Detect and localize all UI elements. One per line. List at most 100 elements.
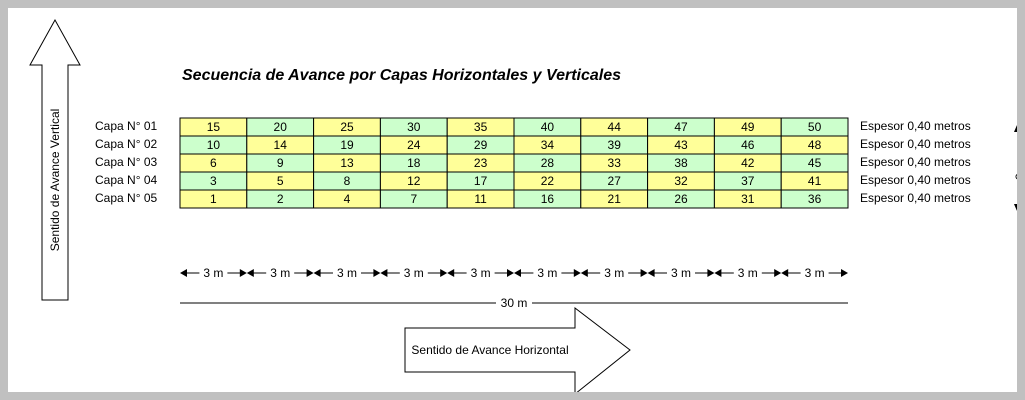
cell-value: 39 bbox=[608, 138, 622, 152]
segment-arrow bbox=[239, 269, 247, 277]
cell-value: 20 bbox=[274, 120, 288, 134]
cell-value: 32 bbox=[674, 174, 688, 188]
cell bbox=[780, 189, 849, 209]
segment-label-bg bbox=[399, 266, 428, 280]
segment-arrow bbox=[781, 269, 789, 277]
segment-arrow bbox=[841, 269, 848, 277]
cell-value: 22 bbox=[541, 174, 555, 188]
segment-arrow bbox=[246, 269, 254, 277]
segment-label-bg bbox=[733, 266, 762, 280]
cell-value: 37 bbox=[741, 174, 755, 188]
cell-value: 13 bbox=[340, 156, 354, 170]
segment-label-bg bbox=[199, 266, 228, 280]
cell-value: 34 bbox=[541, 138, 555, 152]
segment-label-bg bbox=[533, 266, 562, 280]
segment-label: 3 m bbox=[671, 266, 691, 280]
segment-label: 3 m bbox=[270, 266, 290, 280]
cell-value: 17 bbox=[474, 174, 488, 188]
segment-arrow bbox=[514, 269, 521, 277]
segment-arrow bbox=[774, 269, 782, 277]
table: Capa N° 01 15 20 25 30 35 40 44 47 49 50 Espesor 0,… bbox=[95, 117, 971, 310]
cell-value: 6 bbox=[210, 156, 217, 170]
cell-value: 29 bbox=[474, 138, 488, 152]
cell-value: 2 bbox=[277, 192, 284, 206]
segment-label-bg bbox=[333, 266, 361, 280]
segment-label: 3 m bbox=[337, 266, 357, 280]
row-label: Capa N° 01 bbox=[95, 119, 157, 133]
cell-value: 33 bbox=[608, 156, 622, 170]
horizontal-arrow-label: Sentido de Avance Horizontal bbox=[411, 343, 568, 357]
cell-value: 4 bbox=[344, 192, 351, 206]
segment-label: 3 m bbox=[537, 266, 557, 280]
segment-label-bg bbox=[667, 266, 695, 280]
segment-label: 3 m bbox=[203, 266, 223, 280]
cell-value: 24 bbox=[407, 138, 421, 152]
cell-value: 18 bbox=[407, 156, 421, 170]
segment-label: 3 m bbox=[404, 266, 424, 280]
cell-value: 12 bbox=[407, 174, 421, 188]
cell-value: 38 bbox=[674, 156, 688, 170]
thickness-label: Espesor 0,40 metros bbox=[860, 155, 971, 169]
cell-value: 46 bbox=[741, 138, 755, 152]
segment-label-bg bbox=[600, 266, 629, 280]
cell-value: 47 bbox=[674, 120, 688, 134]
cell-value: 5 bbox=[277, 174, 284, 188]
cell-value: 7 bbox=[410, 192, 417, 206]
cell-value: 26 bbox=[674, 192, 688, 206]
segment-arrow bbox=[180, 269, 187, 277]
segment-arrow bbox=[640, 269, 648, 277]
cell-value: 21 bbox=[608, 192, 622, 206]
cell-value: 45 bbox=[808, 156, 822, 170]
segment-arrow bbox=[573, 269, 581, 277]
cell-value: 3 bbox=[210, 174, 217, 188]
segment-label-bg bbox=[466, 266, 495, 280]
cell-value: 30 bbox=[407, 120, 421, 134]
segment-arrow bbox=[447, 269, 455, 277]
vertical-arrow-label: Sentido de Avance Vertical bbox=[48, 109, 62, 252]
segment-arrow bbox=[380, 269, 388, 277]
total-label: 30 m bbox=[501, 296, 528, 310]
horizontal-arrow bbox=[404, 306, 631, 396]
thickness-label: Espesor 0,40 metros bbox=[860, 173, 971, 187]
cell-value: 36 bbox=[808, 192, 822, 206]
cell-value: 44 bbox=[608, 120, 622, 134]
cell-value: 11 bbox=[474, 192, 487, 206]
vertical-arrow bbox=[29, 18, 81, 301]
segment-label: 3 m bbox=[805, 266, 825, 280]
cell-value: 14 bbox=[274, 138, 288, 152]
cell-value: 8 bbox=[344, 174, 351, 188]
cell-value: 35 bbox=[474, 120, 488, 134]
cell-value: 40 bbox=[541, 120, 555, 134]
cell-value: 31 bbox=[741, 192, 755, 206]
thickness-label: Espesor 0,40 metros bbox=[860, 119, 971, 133]
segment-label: 3 m bbox=[471, 266, 491, 280]
cell-value: 19 bbox=[340, 138, 354, 152]
cell-value: 10 bbox=[207, 138, 221, 152]
segment-arrow bbox=[313, 269, 321, 277]
cell-value: 25 bbox=[340, 120, 354, 134]
cell-value: 48 bbox=[808, 138, 822, 152]
cell-value: 23 bbox=[474, 156, 488, 170]
segment-arrow bbox=[714, 269, 722, 277]
title: Secuencia de Avance por Capas Horizontal… bbox=[182, 67, 621, 84]
total-label-bg bbox=[496, 296, 532, 310]
row-label: Capa N° 03 bbox=[95, 155, 157, 169]
cell-value: 27 bbox=[608, 174, 622, 188]
segment-arrow bbox=[507, 269, 514, 277]
cell-value: 28 bbox=[541, 156, 555, 170]
cell-value: 1 bbox=[210, 192, 217, 206]
cell-value: 49 bbox=[741, 120, 755, 134]
cell-value: 41 bbox=[808, 174, 822, 188]
segment-arrow bbox=[373, 269, 381, 277]
segment-arrow bbox=[647, 269, 655, 277]
row-label: Capa N° 02 bbox=[95, 137, 157, 151]
row-label: Capa N° 04 bbox=[95, 173, 157, 187]
segment-label: 3 m bbox=[604, 266, 624, 280]
segment-arrow bbox=[707, 269, 715, 277]
segment-arrow bbox=[580, 269, 588, 277]
cell-value: 9 bbox=[277, 156, 284, 170]
segment-label-bg bbox=[800, 266, 829, 280]
cell-value: 42 bbox=[741, 156, 755, 170]
segment-arrow bbox=[306, 269, 314, 277]
